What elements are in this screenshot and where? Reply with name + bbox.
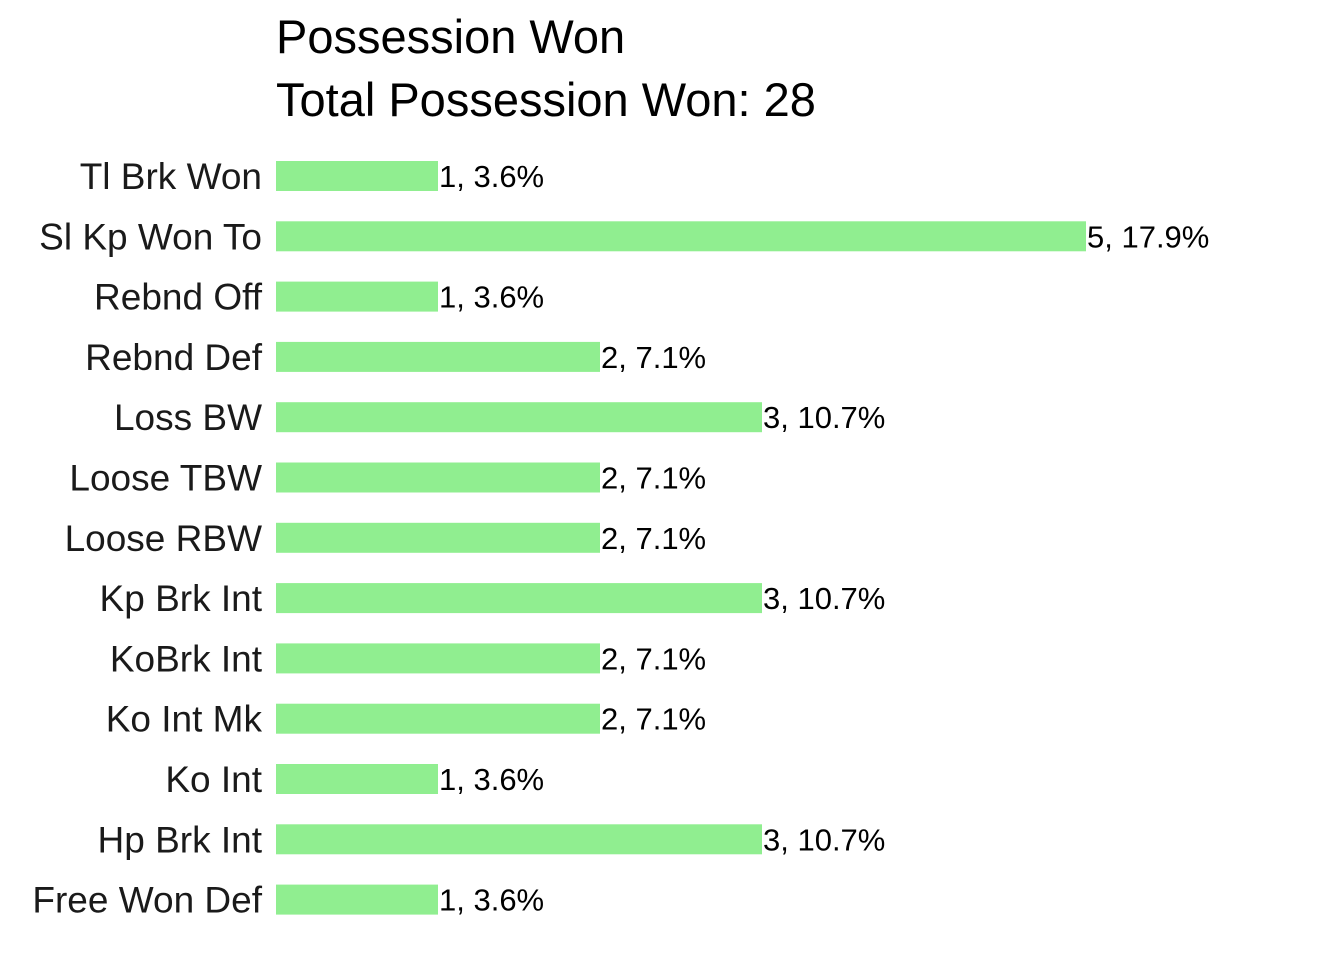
bar-10 <box>276 764 438 794</box>
category-label: Hp Brk Int <box>98 819 263 860</box>
bar-1 <box>276 221 1086 252</box>
chart-subtitle: Total Possession Won: 28 <box>276 73 816 126</box>
data-label: 2, 7.1% <box>601 461 706 496</box>
category-label: Loose RBW <box>65 518 262 559</box>
bar-7 <box>276 583 762 614</box>
data-label: 2, 7.1% <box>601 340 706 375</box>
bar-12 <box>276 884 438 915</box>
data-label: 3, 10.7% <box>763 581 885 616</box>
category-label: Loose TBW <box>69 458 262 499</box>
category-label: Rebnd Off <box>94 277 263 318</box>
data-label: 2, 7.1% <box>601 641 706 676</box>
category-label: KoBrk Int <box>110 638 263 679</box>
category-label: Rebnd Def <box>85 337 263 378</box>
category-label: Loss BW <box>114 397 262 438</box>
data-label: 1, 3.6% <box>439 883 544 918</box>
data-label: 1, 3.6% <box>439 280 544 315</box>
data-label: 2, 7.1% <box>601 702 706 737</box>
bars-group: Tl Brk Won 1, 3.6% Sl Kp Won To 5, 17.9% Reb… <box>32 156 1209 921</box>
category-label: Ko Int Mk <box>106 699 263 740</box>
category-label: Tl Brk Won <box>80 156 262 197</box>
bar-6 <box>276 522 600 553</box>
bar-0 <box>276 161 438 191</box>
category-label: Ko Int <box>165 759 262 800</box>
category-label: Kp Brk Int <box>100 578 263 619</box>
chart-title: Possession Won <box>276 10 625 63</box>
bar-4 <box>276 402 762 433</box>
bar-3 <box>276 341 600 372</box>
bar-5 <box>276 462 600 493</box>
data-label: 3, 10.7% <box>763 822 885 857</box>
data-label: 2, 7.1% <box>601 521 706 556</box>
data-label: 1, 3.6% <box>439 159 544 194</box>
data-label: 1, 3.6% <box>439 762 544 797</box>
bar-11 <box>276 824 762 855</box>
data-label: 3, 10.7% <box>763 400 885 435</box>
category-label: Free Won Def <box>32 880 262 921</box>
category-label: Sl Kp Won To <box>39 216 262 257</box>
bar-9 <box>276 703 600 734</box>
bar-2 <box>276 281 438 312</box>
bar-8 <box>276 643 600 674</box>
data-label: 5, 17.9% <box>1087 219 1209 254</box>
